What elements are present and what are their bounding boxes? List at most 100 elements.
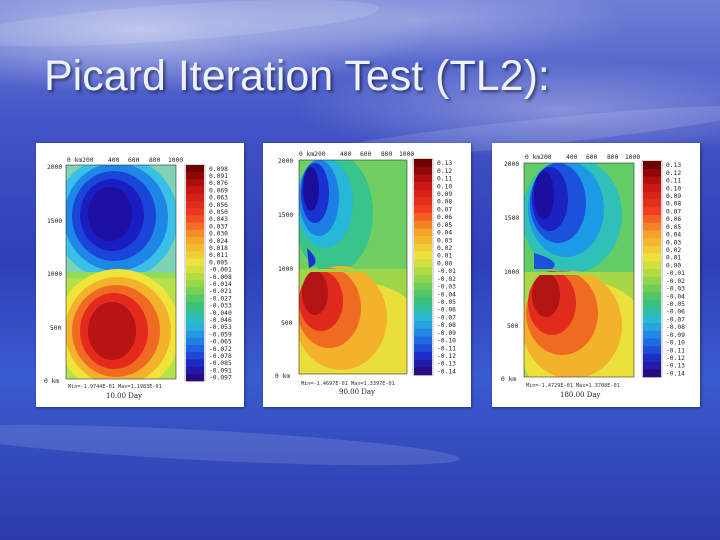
colorbar-swatch [186, 251, 204, 259]
colorbar-swatch [186, 237, 204, 245]
colorbar-label: 0.11 [437, 176, 452, 183]
colorbar-swatch [643, 346, 661, 355]
colorbar-label: 0.098 [209, 166, 228, 173]
colorbar-label: -0.14 [666, 370, 685, 377]
colorbar-label: -0.053 [209, 324, 232, 331]
x-tick: 600 [586, 154, 598, 161]
colorbar-label: 0.01 [666, 255, 681, 262]
colorbar-label: 0.13 [437, 160, 452, 167]
colorbar-swatch [643, 284, 661, 293]
colorbar-label: 0.12 [666, 170, 681, 177]
colorbar-swatch [186, 201, 204, 209]
y-tick: 500 [50, 325, 62, 332]
colorbar-label: 0.07 [666, 208, 681, 215]
colorbar-swatch [186, 330, 204, 339]
colorbar-label: -0.072 [209, 346, 232, 353]
y-tick: 1500 [278, 212, 293, 219]
day-label: 180.00 Day [560, 391, 601, 399]
colorbar-label: -0.01 [666, 270, 685, 277]
colorbar-swatch [643, 276, 661, 285]
colorbar-swatch [414, 290, 432, 299]
x-tick: 400 [566, 154, 578, 161]
colorbar-label: -0.13 [666, 363, 685, 370]
colorbar-swatch [643, 215, 661, 224]
day-label: 10.00 Day [106, 392, 142, 400]
colorbar-swatch [186, 265, 204, 274]
colorbar-swatch [643, 338, 661, 347]
colorbar-label: -0.08 [666, 324, 685, 331]
colorbar-swatch [414, 182, 432, 191]
colorbar-label: -0.021 [209, 288, 232, 295]
colorbar-label: -0.06 [437, 307, 456, 314]
colorbar-swatch [186, 229, 204, 238]
colorbar-label: -0.13 [437, 361, 456, 368]
y-tick: 500 [281, 320, 293, 327]
colorbar-swatch [643, 168, 661, 177]
colorbar-swatch [186, 165, 204, 173]
colorbar-swatch [643, 184, 661, 193]
colorbar-label: -0.12 [666, 355, 685, 362]
colorbar-swatch [643, 230, 661, 239]
colorbar-label: 0.09 [666, 193, 681, 200]
contour-plot-3-graphic: 0.130.120.110.100.090.080.070.060.050.04… [501, 154, 685, 399]
colorbar-swatch [186, 215, 204, 223]
colorbar-label: 0.06 [437, 214, 452, 221]
colorbar-swatch [186, 345, 204, 353]
x-tick: 400 [340, 151, 352, 158]
colorbar-swatch [643, 315, 661, 324]
colorbar-swatch [414, 205, 432, 214]
x-tick: 0 km200 [299, 151, 326, 158]
colorbar-swatch [186, 273, 204, 281]
colorbar-label: -0.078 [209, 353, 232, 360]
colorbar-swatch [643, 199, 661, 208]
y-tick: 2000 [504, 161, 519, 168]
contour-field-3 [524, 163, 634, 377]
colorbar-swatch [643, 207, 661, 216]
x-tick: 600 [128, 157, 140, 164]
colorbar-label: -0.03 [666, 286, 685, 293]
colorbar-swatch [414, 282, 432, 291]
y-tick: 1000 [504, 269, 519, 276]
colorbar-label: 0.10 [666, 185, 681, 192]
colorbar-label: -0.09 [437, 330, 456, 337]
slide-title: Picard Iteration Test (TL2): [44, 52, 550, 100]
colorbar-swatch [414, 313, 432, 322]
colorbar-label: 0.043 [209, 216, 228, 223]
x-tick: 800 [381, 151, 393, 158]
colorbar-label: -0.097 [209, 375, 232, 382]
colorbar-swatch [643, 353, 661, 362]
colorbar-label: -0.033 [209, 303, 232, 310]
colorbar-swatch [186, 280, 204, 288]
y-tick: 0 km [44, 378, 59, 385]
x-tick: 0 km200 [67, 157, 94, 164]
colorbar-label: 0.04 [437, 230, 452, 237]
colorbar-swatch [643, 191, 661, 200]
colorbar-label: 0.024 [209, 238, 228, 245]
colorbar-swatch [643, 161, 661, 170]
colorbar-label: 0.037 [209, 223, 228, 230]
colorbar-swatch [414, 159, 432, 168]
colorbar-label: -0.05 [666, 301, 685, 308]
colorbar-swatch [186, 208, 204, 216]
colorbar-swatch [186, 287, 204, 295]
colorbar-swatch [414, 321, 432, 330]
colorbar-swatch [186, 352, 204, 360]
colorbar-label: -0.11 [437, 345, 456, 352]
colorbar-label: 0.030 [209, 231, 228, 238]
colorbar-swatch [186, 193, 204, 202]
colorbar-swatch [186, 258, 204, 267]
colorbar-label: 0.10 [437, 183, 452, 190]
colorbar-swatch [414, 351, 432, 360]
day-label: 90.00 Day [339, 388, 375, 396]
y-tick: 1000 [47, 271, 62, 278]
colorbar-label: -0.04 [437, 291, 456, 298]
colorbar-swatch [186, 366, 204, 375]
colorbar-label: -0.059 [209, 331, 232, 338]
colorbar-label: -0.02 [666, 278, 685, 285]
colorbar-swatch [414, 297, 432, 306]
colorbar-label: 0.09 [437, 191, 452, 198]
colorbar-swatch [414, 305, 432, 314]
colorbar-swatch [414, 336, 432, 345]
colorbar-label: 0.03 [666, 239, 681, 246]
colorbar-swatch [414, 367, 432, 376]
